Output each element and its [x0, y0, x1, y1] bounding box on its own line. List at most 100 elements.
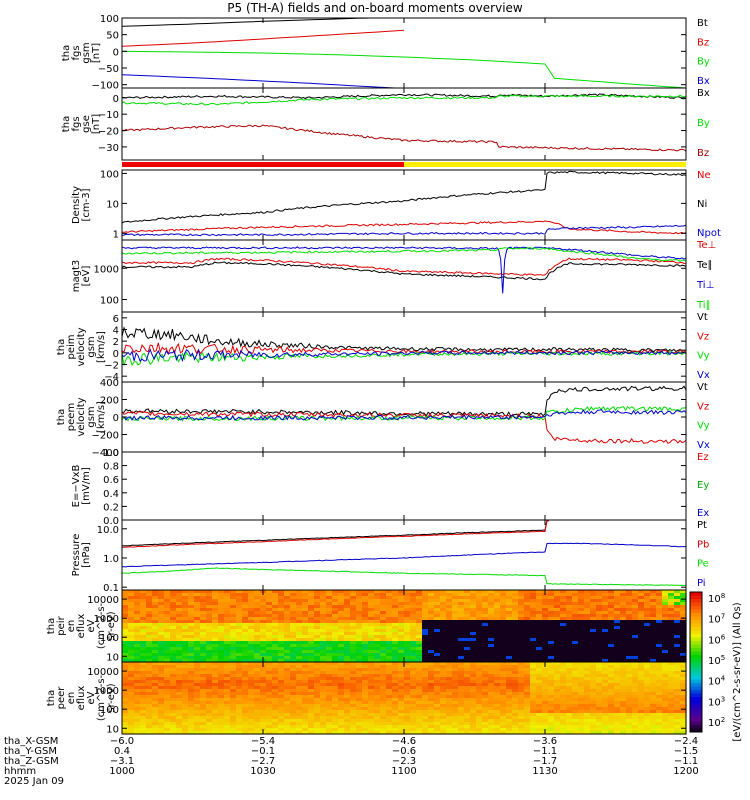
heatmap-cell: [608, 671, 615, 675]
heatmap-cell: [152, 602, 159, 606]
heatmap-cell: [656, 647, 663, 651]
heatmap-cell: [380, 605, 387, 609]
heatmap-cell: [494, 707, 501, 711]
heatmap-cell: [344, 608, 351, 612]
heatmap-cell: [266, 623, 273, 627]
heatmap-cell: [488, 620, 495, 624]
heatmap-cell: [614, 614, 621, 618]
heatmap-cell: [422, 665, 429, 669]
heatmap-cell: [596, 722, 603, 726]
heatmap-cell: [494, 701, 501, 705]
heatmap-cell: [254, 662, 261, 666]
heatmap-cell: [218, 728, 225, 732]
heatmap-cell: [182, 686, 189, 690]
heatmap-cell: [344, 599, 351, 603]
heatmap-cell: [416, 605, 423, 609]
heatmap-cell: [566, 620, 573, 624]
heatmap-cell: [386, 611, 393, 615]
heatmap-cell: [278, 668, 285, 672]
heatmap-cell: [344, 671, 351, 675]
heatmap-cell: [218, 689, 225, 693]
heatmap-cell: [596, 698, 603, 702]
heatmap-cell: [668, 707, 675, 711]
heatmap-cell: [434, 632, 441, 636]
heatmap-cell: [152, 692, 159, 696]
heatmap-cell: [524, 683, 531, 687]
heatmap-cell: [506, 617, 513, 621]
heatmap-cell: [602, 722, 609, 726]
heatmap-cell: [392, 719, 399, 723]
heatmap-cell: [140, 719, 147, 723]
heatmap-cell: [200, 710, 207, 714]
heatmap-cell: [374, 647, 381, 651]
heatmap-cell: [368, 638, 375, 642]
heatmap-cell: [656, 671, 663, 675]
heatmap-cell: [206, 713, 213, 717]
heatmap-cell: [230, 710, 237, 714]
heatmap-cell: [368, 665, 375, 669]
heatmap-cell: [242, 626, 249, 630]
heatmap-cell: [290, 668, 297, 672]
heatmap-cell: [194, 659, 201, 663]
heatmap-cell: [488, 671, 495, 675]
heatmap-cell: [386, 593, 393, 597]
heatmap-cell: [602, 620, 609, 624]
heatmap-cell: [278, 638, 285, 642]
heatmap-cell: [530, 611, 537, 615]
heatmap-cell: [218, 674, 225, 678]
heatmap-cell: [350, 599, 357, 603]
heatmap-cell: [488, 611, 495, 615]
heatmap-cell: [548, 662, 555, 666]
heatmap-cell: [626, 725, 633, 729]
heatmap-cell: [470, 605, 477, 609]
heatmap-cell: [524, 605, 531, 609]
heatmap-cell: [230, 590, 237, 594]
heatmap-cell: [284, 671, 291, 675]
heatmap-cell: [482, 623, 489, 627]
heatmap-cell: [464, 653, 471, 657]
heatmap-cell: [158, 626, 165, 630]
heatmap-cell: [452, 683, 459, 687]
heatmap-cell: [152, 725, 159, 729]
heatmap-cell: [428, 647, 435, 651]
heatmap-cell: [362, 701, 369, 705]
heatmap-cell: [134, 590, 141, 594]
heatmap-cell: [668, 596, 675, 600]
heatmap-cell: [614, 656, 621, 660]
heatmap-cell: [212, 623, 219, 627]
colorbar-cell: [690, 595, 702, 600]
heatmap-cell: [416, 596, 423, 600]
heatmap-cell: [482, 605, 489, 609]
heatmap-cell: [242, 662, 249, 666]
heatmap-cell: [530, 683, 537, 687]
heatmap-cell: [572, 650, 579, 654]
heatmap-cell: [368, 653, 375, 657]
heatmap-cell: [128, 674, 135, 678]
heatmap-cell: [674, 701, 681, 705]
heatmap-cell: [584, 605, 591, 609]
heatmap-cell: [374, 710, 381, 714]
heatmap-cell: [368, 659, 375, 663]
heatmap-cell: [608, 731, 615, 735]
heatmap-cell: [500, 644, 507, 648]
heatmap-cell: [278, 665, 285, 669]
heatmap-cell: [152, 686, 159, 690]
heatmap-cell: [368, 617, 375, 621]
heatmap-cell: [668, 647, 675, 651]
heatmap-cell: [338, 692, 345, 696]
heatmap-cell: [320, 650, 327, 654]
heatmap-cell: [602, 596, 609, 600]
heatmap-cell: [350, 665, 357, 669]
legend-entry: Ex: [697, 508, 709, 519]
heatmap-cell: [458, 665, 465, 669]
heatmap-cell: [476, 650, 483, 654]
heatmap-cell: [608, 662, 615, 666]
heatmap-cell: [230, 713, 237, 717]
heatmap-cell: [206, 629, 213, 633]
heatmap-cell: [296, 629, 303, 633]
heatmap-cell: [350, 662, 357, 666]
heatmap-cell: [242, 593, 249, 597]
heatmap-cell: [164, 698, 171, 702]
heatmap-cell: [188, 638, 195, 642]
heatmap-cell: [380, 701, 387, 705]
